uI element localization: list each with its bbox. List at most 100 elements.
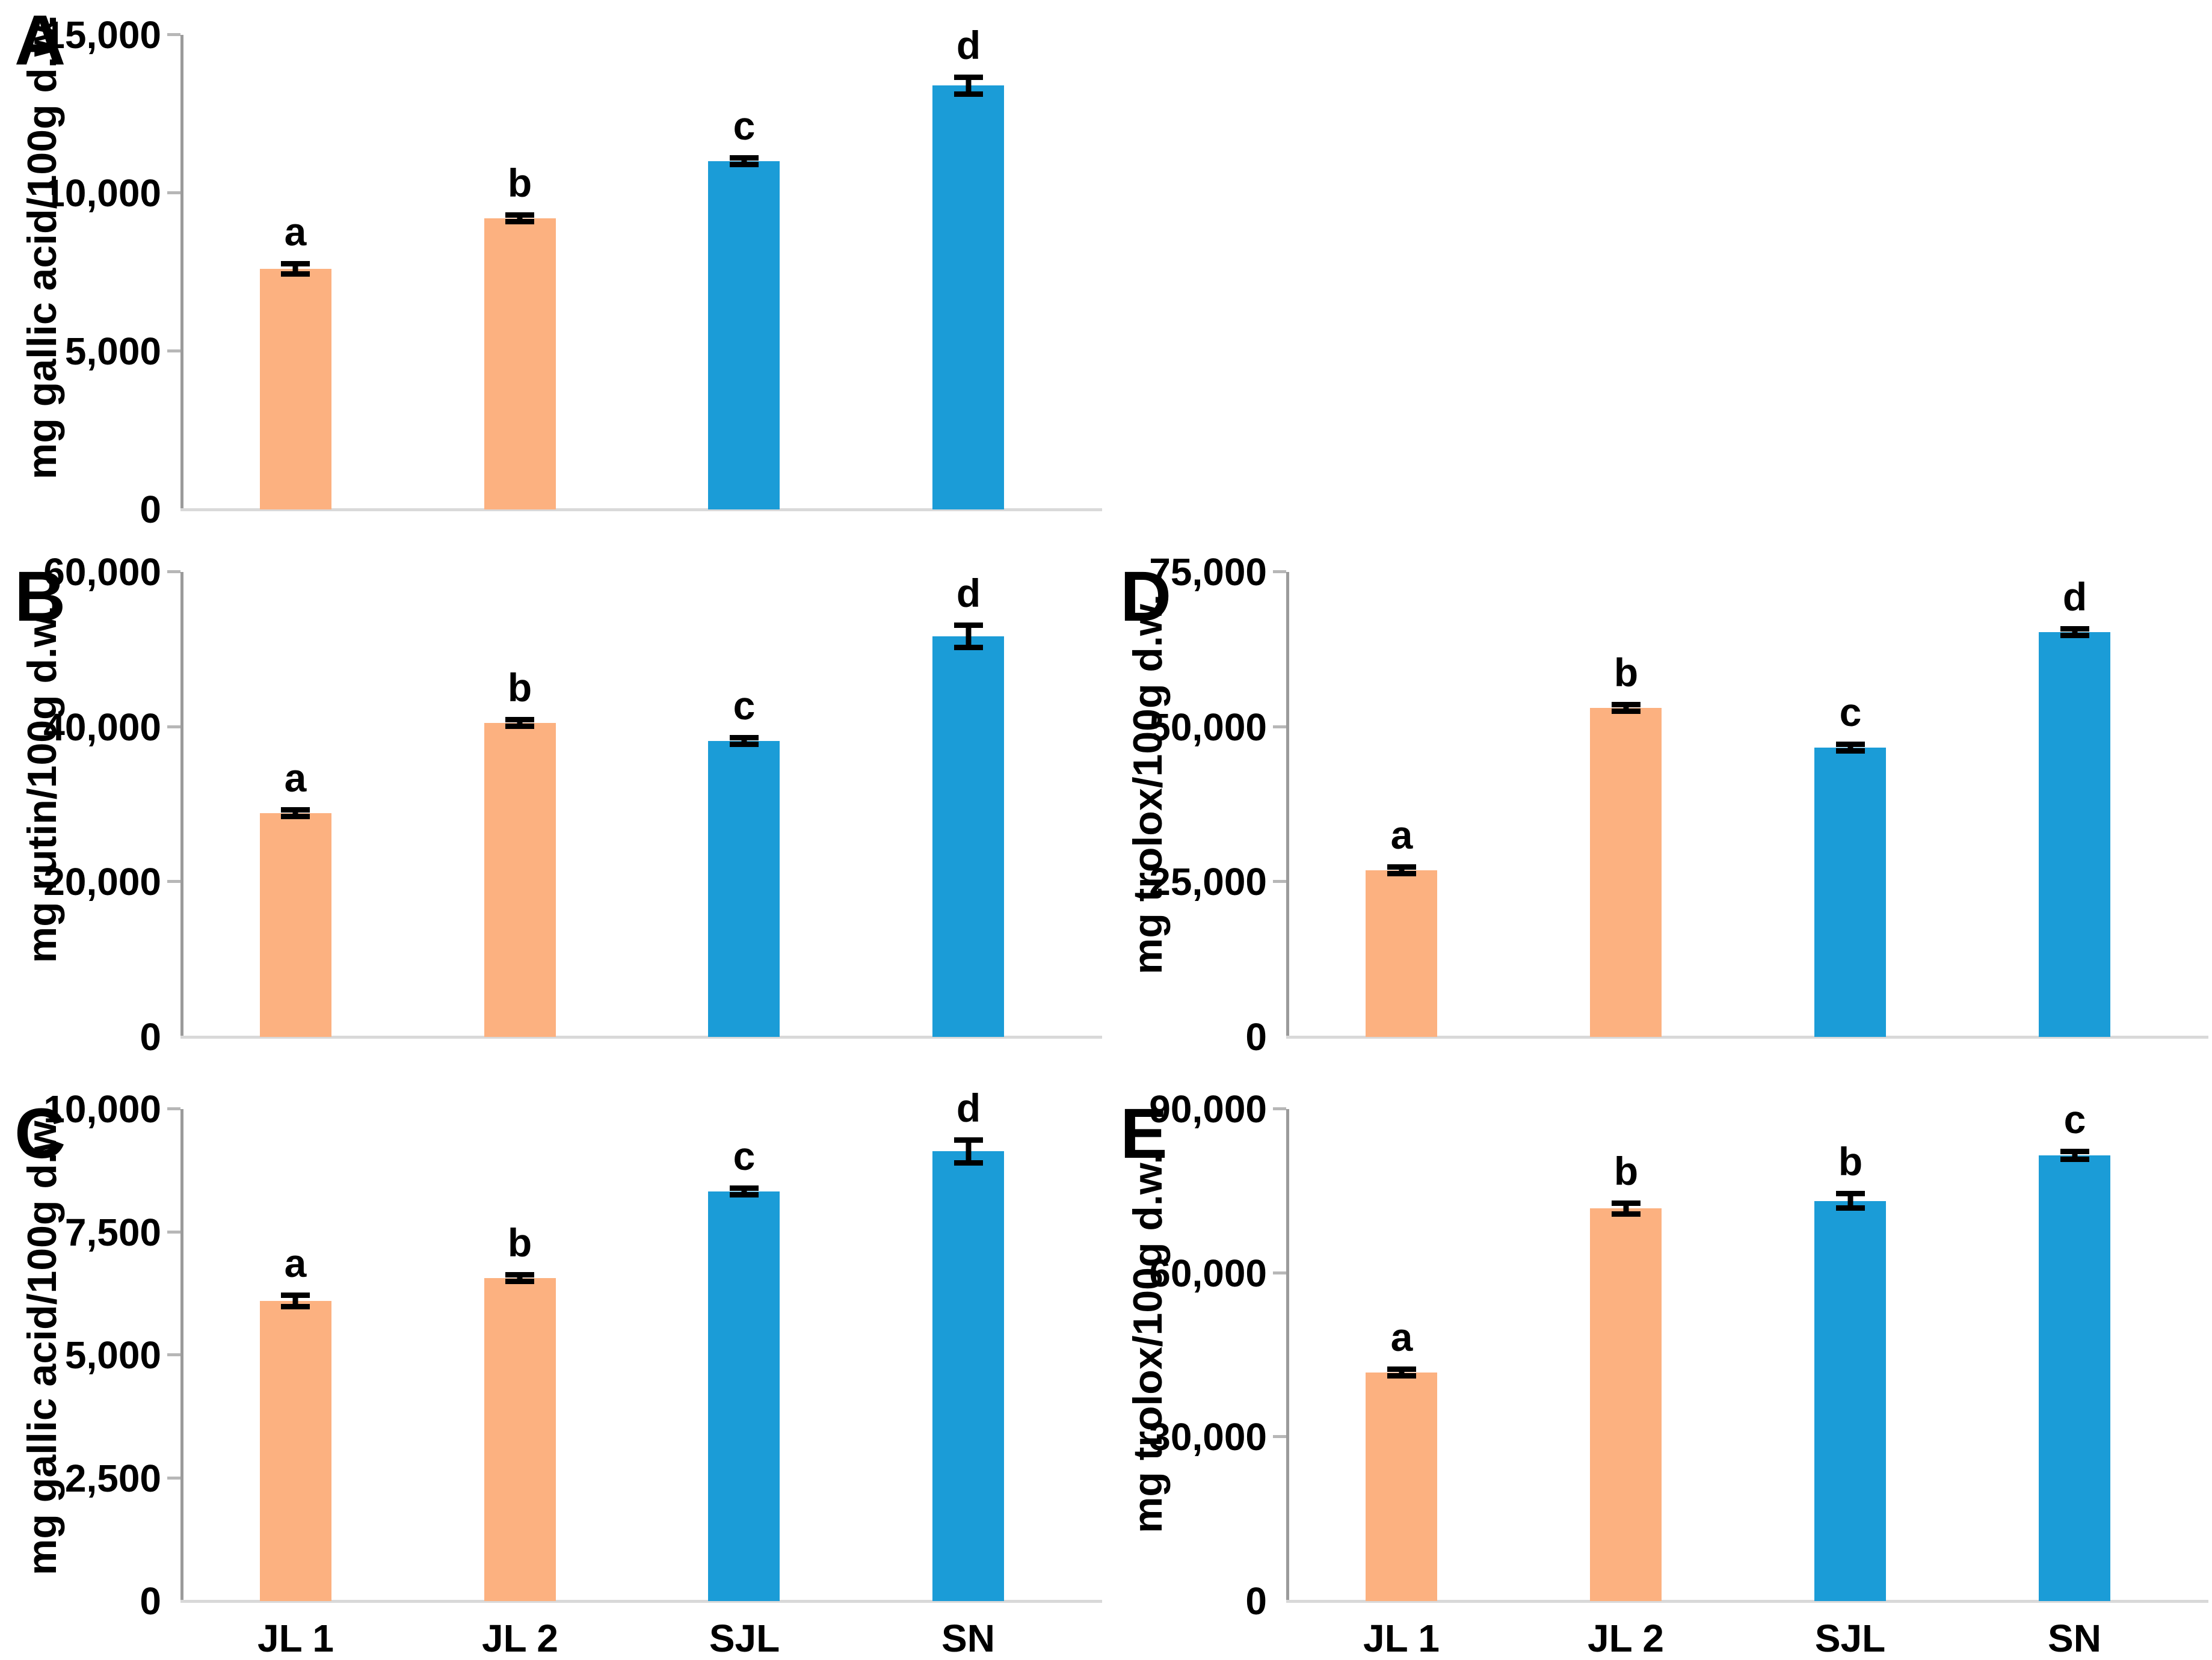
y-axis-E: 0 30,000 60,000 90,000: [1106, 1090, 1286, 1620]
y-tick-mark: [167, 349, 180, 352]
y-tick-mark: [167, 1476, 180, 1480]
bar-sn: [932, 85, 1004, 509]
plot-area-B: a b c d: [180, 571, 1102, 1039]
panel-letter-D: D: [1120, 557, 1172, 636]
x-axis-line: [180, 508, 1102, 511]
error-bar: [281, 261, 310, 277]
significance-letter: d: [956, 23, 981, 67]
bar-jl2: [484, 1278, 556, 1601]
error-bar: [505, 212, 534, 224]
plot-area-A: a b c d: [180, 25, 1102, 511]
y-tick-label: 50,000: [1149, 705, 1267, 749]
error-bar-line: [517, 722, 523, 724]
error-bar: [1836, 742, 1865, 754]
y-tick-label: 15,000: [43, 13, 161, 57]
significance-letter: a: [284, 209, 307, 254]
significance-letter: c: [733, 683, 756, 728]
y-tick-mark: [167, 1353, 180, 1356]
significance-letter: d: [956, 1086, 981, 1130]
error-bar: [1387, 864, 1416, 876]
panel-letter-A: A: [14, 1, 66, 80]
error-bar-line: [1847, 1196, 1853, 1205]
error-bar-line: [1623, 707, 1629, 709]
error-bar: [1387, 1366, 1416, 1379]
y-tick-label: 0: [140, 488, 161, 531]
x-axis-line: [1286, 1600, 2208, 1603]
error-bar: [730, 1185, 759, 1197]
y-tick-label: 0: [1245, 1015, 1267, 1059]
error-bar: [1836, 1191, 1865, 1211]
y-axis-C: 0 2,500 5,000 7,500 10,000: [0, 1090, 180, 1620]
y-tick-mark: [167, 191, 180, 194]
bar-sn: [2039, 1155, 2110, 1601]
panel-letter-C: C: [14, 1094, 66, 1173]
y-tick-label: 90,000: [1149, 1087, 1267, 1131]
x-tick-label-jl2: JL 2: [1588, 1617, 1664, 1660]
empty-area: [1106, 0, 2212, 537]
significance-letter: a: [284, 755, 307, 800]
x-tick-label-jl2: JL 2: [482, 1617, 558, 1660]
error-bar-line: [292, 813, 298, 814]
y-tick-label: 75,000: [1149, 550, 1267, 594]
bar-sjl: [1814, 748, 1886, 1037]
error-bar-line: [2072, 1154, 2078, 1157]
y-tick-mark: [1273, 1271, 1286, 1274]
bar-sn: [2039, 632, 2110, 1037]
error-bar-line: [1399, 1372, 1405, 1373]
error-bar-line: [2072, 632, 2078, 633]
bar-jl2: [1590, 708, 1662, 1037]
bar-sn: [932, 636, 1004, 1037]
significance-letter: c: [733, 1134, 756, 1178]
error-bar: [2060, 626, 2089, 638]
x-axis-line: [1286, 1036, 2208, 1039]
bar-jl1: [1366, 870, 1437, 1037]
plot-area-D: a b c d: [1286, 572, 2208, 1039]
x-axis-line: [180, 1036, 1102, 1039]
y-tick-label: 30,000: [1149, 1415, 1267, 1459]
y-tick-label: 2,500: [64, 1456, 161, 1500]
bar-jl1: [260, 813, 331, 1037]
y-axis-D: 0 25,000 50,000 75,000: [1106, 553, 1286, 1056]
y-tick-mark: [167, 33, 180, 36]
error-bar-line: [517, 1277, 523, 1279]
error-bar: [505, 717, 534, 729]
error-bar-line: [741, 161, 747, 162]
y-axis-A: 0 5,000 10,000 15,000: [0, 16, 180, 529]
error-bar-line: [292, 1298, 298, 1304]
y-tick-mark: [167, 880, 180, 884]
x-axis-line: [180, 1600, 1102, 1603]
error-bar-line: [741, 740, 747, 742]
panel-E: E mg trolox/100g d.w. 0 30,000 60,000 90,00…: [1106, 1074, 2212, 1658]
y-tick-label: 0: [140, 1015, 161, 1059]
significance-letter: c: [733, 103, 756, 148]
y-tick-label: 25,000: [1149, 860, 1267, 904]
significance-letter: d: [956, 571, 981, 615]
x-tick-label-sjl: SJL: [1814, 1617, 1886, 1660]
error-bar: [281, 807, 310, 819]
significance-letter: b: [507, 161, 532, 205]
significance-letter: b: [507, 665, 532, 710]
error-bar-line: [966, 1143, 972, 1160]
error-bar-line: [517, 218, 523, 219]
significance-letter: d: [2062, 574, 2087, 619]
error-bar: [954, 1137, 983, 1166]
panel-B: B mg rutin/100g d.w. 0 20,000 40,000 60,000…: [0, 537, 1106, 1074]
y-tick-label: 10,000: [43, 171, 161, 215]
y-tick-mark: [1273, 725, 1286, 728]
x-tick-label-sn: SN: [941, 1617, 995, 1660]
error-bar: [730, 735, 759, 747]
significance-letter: b: [507, 1220, 532, 1265]
error-bar: [1612, 1200, 1641, 1217]
significance-letter: a: [1390, 813, 1413, 857]
bar-jl2: [1590, 1208, 1662, 1601]
significance-letter: a: [284, 1241, 307, 1285]
y-tick-label: 60,000: [43, 550, 161, 594]
significance-letter: b: [1613, 1149, 1639, 1193]
y-tick-label: 20,000: [43, 860, 161, 904]
error-bar-line: [966, 628, 972, 645]
y-tick-mark: [1273, 1435, 1286, 1439]
bar-jl1: [260, 1301, 331, 1601]
y-tick-label: 5,000: [64, 1333, 161, 1377]
error-bar-line: [966, 80, 972, 91]
